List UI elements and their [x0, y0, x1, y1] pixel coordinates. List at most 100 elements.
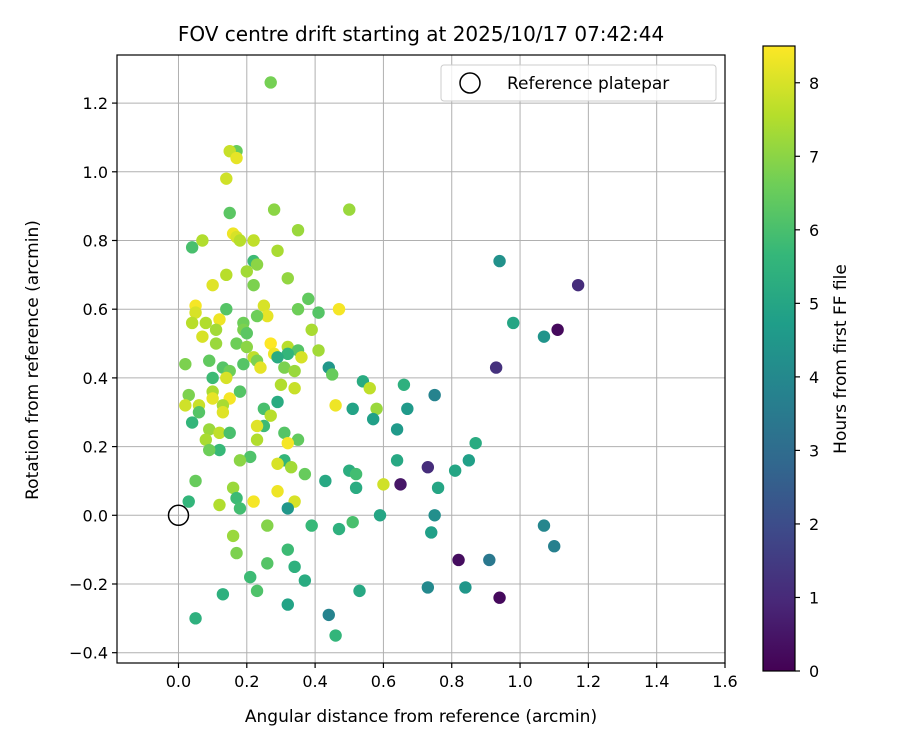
y-tick-label: 1.2 [83, 94, 108, 113]
data-point [288, 560, 301, 574]
x-tick-label: 1.4 [644, 672, 669, 691]
x-tick-label: 0.2 [234, 672, 259, 691]
data-point [346, 515, 359, 529]
data-point [226, 529, 240, 543]
data-point [459, 581, 472, 594]
data-point [394, 478, 407, 491]
data-point [264, 337, 277, 350]
y-tick-label: 1.0 [83, 163, 108, 182]
x-tick-label: 1.2 [576, 672, 601, 691]
data-point [291, 302, 305, 316]
data-point [493, 254, 506, 268]
data-point [267, 203, 281, 216]
data-point [302, 292, 315, 306]
data-point [291, 223, 305, 237]
data-point [319, 474, 332, 488]
data-point [192, 406, 206, 419]
data-point [216, 588, 230, 601]
data-point [428, 509, 441, 522]
data-point [288, 381, 301, 395]
legend: Reference platepar [440, 64, 717, 102]
data-point [281, 272, 294, 285]
data-point [206, 392, 219, 405]
y-tick-label: −0.2 [69, 575, 108, 594]
data-point [271, 485, 284, 498]
data-point [401, 402, 414, 416]
data-point [203, 354, 216, 367]
data-point [209, 337, 223, 350]
data-point [203, 443, 216, 457]
legend-box [440, 64, 717, 102]
y-axis-label: Rotation from reference (arcmin) [23, 220, 43, 500]
data-point [233, 454, 247, 467]
y-tick-label: 0.0 [83, 506, 108, 525]
data-point [353, 584, 366, 598]
data-point [537, 519, 551, 532]
chart-title: FOV centre drift starting at 2025/10/17 … [178, 22, 664, 46]
colorbar-ticks: 0 1 2 3 4 5 6 7 8 [795, 74, 819, 681]
data-point [213, 426, 226, 440]
data-point [247, 278, 260, 292]
colorbar-tick-label: 3 [809, 441, 819, 460]
data-point [349, 467, 363, 481]
data-point [223, 206, 236, 220]
data-point [230, 151, 243, 165]
data-point [264, 76, 277, 89]
data-point [240, 327, 253, 340]
data-point [377, 478, 390, 491]
data-point [291, 433, 305, 446]
data-point [305, 323, 318, 337]
data-point [220, 172, 233, 185]
data-point [288, 364, 301, 378]
data-point [421, 581, 435, 594]
data-point [452, 553, 465, 567]
colorbar-tick-label: 1 [809, 588, 819, 607]
colorbar-tick-label: 7 [809, 147, 819, 166]
data-point [489, 361, 503, 374]
data-point [206, 371, 219, 385]
colorbar-tick-label: 2 [809, 515, 819, 534]
y-tick-label: 0.6 [83, 300, 108, 319]
data-point [230, 337, 243, 350]
data-point [373, 509, 387, 522]
data-point [448, 464, 462, 477]
data-point [185, 416, 199, 429]
colorbar-tick-label: 0 [809, 662, 819, 681]
colorbar-tick-label: 8 [809, 74, 819, 93]
axis-ticks: 0.0 0.2 0.4 0.6 0.8 1.0 1.2 1.4 1.6 −0.4 −0.2 0.0 0.… [69, 94, 738, 691]
data-point [305, 519, 318, 532]
data-point [493, 591, 506, 604]
x-tick-label: 0.0 [166, 672, 191, 691]
data-point [185, 241, 199, 254]
data-point [397, 378, 411, 391]
data-point [213, 443, 226, 457]
data-point [285, 461, 298, 474]
data-point [548, 540, 561, 553]
data-point [571, 278, 585, 292]
data-point [428, 388, 441, 402]
data-point [271, 244, 284, 257]
data-point [233, 502, 247, 515]
data-point [220, 302, 233, 316]
x-tick-label: 1.0 [507, 672, 532, 691]
data-point [278, 361, 291, 374]
data-point [264, 409, 277, 422]
data-point [226, 481, 240, 495]
data-point [220, 371, 233, 385]
data-point [213, 498, 226, 512]
data-point [182, 495, 195, 508]
data-point [209, 323, 223, 337]
colorbar-tick-label: 5 [809, 294, 819, 313]
data-point [220, 268, 233, 282]
legend-label-reference: Reference platepar [507, 74, 669, 94]
data-point [332, 522, 346, 536]
data-point [431, 481, 445, 495]
y-tick-label: 0.4 [83, 369, 108, 388]
x-axis-label: Angular distance from reference (arcmin) [245, 707, 597, 727]
y-tick-label: −0.4 [69, 644, 108, 663]
colorbar-tick-label: 6 [809, 221, 819, 240]
data-point [349, 481, 363, 495]
data-point [329, 629, 342, 642]
data-point [312, 344, 325, 357]
